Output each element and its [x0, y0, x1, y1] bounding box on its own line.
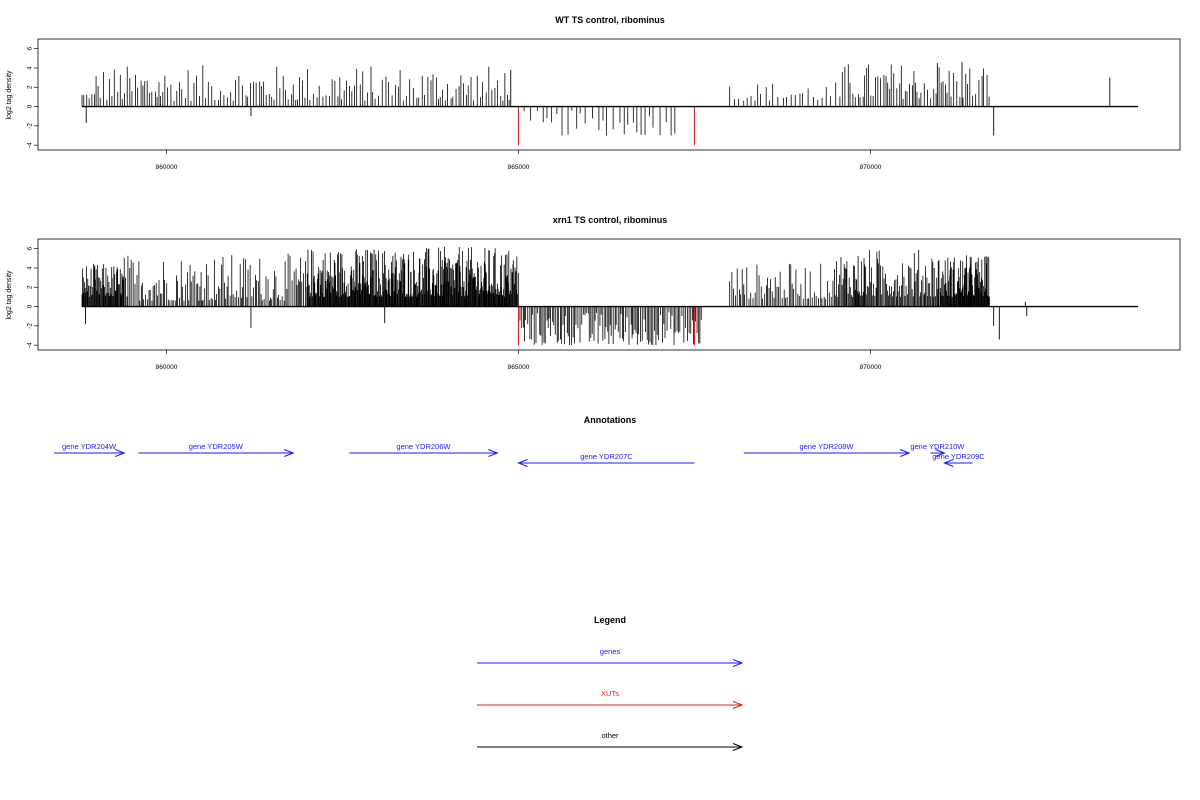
x-tick-label: 870000 [860, 164, 882, 171]
gene-arrowhead [284, 449, 295, 457]
y-tick-label: 6 [27, 246, 34, 250]
legend-items: genes XUTs other [477, 647, 744, 751]
x-tick-label: 865000 [508, 164, 530, 171]
y-tick-label: 0 [27, 104, 34, 108]
gene-annotation: gene YDR210W [910, 442, 965, 457]
annotations-title: Annotations [584, 415, 637, 425]
legend-item: other [477, 731, 744, 751]
x-tick-label: 860000 [156, 364, 178, 371]
x-tick-label: 865000 [508, 364, 530, 371]
legend-label: XUTs [601, 689, 619, 698]
gene-label: gene YDR210W [910, 442, 965, 451]
legend-item: XUTs [477, 689, 744, 709]
gene-label: gene YDR207C [580, 452, 633, 461]
gene-label: gene YDR209C [932, 452, 985, 461]
x-axis: 860000 865000 870000 [156, 350, 882, 371]
gene-arrowhead [900, 449, 911, 457]
gene-arrowhead [115, 449, 126, 457]
annotations-panel: Annotations gene YDR204W gene YDR205W gene… [53, 415, 985, 467]
legend: Legend genes XUTs other [477, 615, 744, 751]
y-tick-label: -4 [27, 342, 34, 348]
legend-item: genes [477, 647, 744, 667]
gene-annotation: gene YDR207C [517, 452, 695, 467]
gene-tracks: gene YDR204W gene YDR205W gene YDR206W gene… [53, 442, 985, 467]
gene-label: gene YDR205W [189, 442, 244, 451]
y-tick-label: 2 [27, 85, 34, 89]
signal-bars [81, 246, 1028, 346]
panel-title: xrn1 TS control, ribominus [553, 215, 668, 225]
legend-arrowhead [732, 743, 744, 751]
gene-annotation: gene YDR206W [349, 442, 499, 457]
gene-annotation: gene YDR209C [932, 452, 985, 467]
gene-annotation: gene YDR204W [53, 442, 126, 457]
legend-arrowhead [732, 659, 744, 667]
y-axis: -4 -2 0 2 4 6 [27, 246, 38, 348]
x-tick-label: 860000 [156, 164, 178, 171]
y-tick-label: 4 [27, 66, 34, 70]
legend-title: Legend [594, 615, 626, 625]
xrn1-signal-panel: xrn1 TS control, ribominus log2 tag dens… [6, 215, 1181, 371]
plot-frame [37, 38, 1181, 151]
xut-bars [517, 306, 696, 346]
gene-label: gene YDR206W [396, 442, 451, 451]
gene-arrowhead [943, 459, 954, 467]
legend-label: genes [600, 647, 621, 656]
gene-arrowhead [488, 449, 499, 457]
x-tick-label: 870000 [860, 364, 882, 371]
y-axis-label: log2 tag density [6, 70, 13, 120]
x-axis: 860000 865000 870000 [156, 150, 882, 171]
y-tick-label: 6 [27, 46, 34, 50]
y-tick-label: 0 [27, 304, 34, 308]
gene-label: gene YDR204W [62, 442, 117, 451]
y-tick-label: 4 [27, 266, 34, 270]
xut-bars [517, 106, 696, 146]
gene-arrowhead [517, 459, 528, 467]
panel-title: WT TS control, ribominus [555, 15, 665, 25]
signal-bars [81, 62, 1111, 136]
legend-arrowhead [732, 701, 744, 709]
plot-frame [37, 238, 1181, 351]
y-tick-label: 2 [27, 285, 34, 289]
gene-annotation: gene YDR205W [138, 442, 295, 457]
gene-label: gene YDR208W [799, 442, 854, 451]
wt-signal-panel: WT TS control, ribominus log2 tag densit… [6, 15, 1181, 171]
gene-annotation: gene YDR208W [743, 442, 911, 457]
y-axis-label: log2 tag density [6, 270, 13, 320]
y-tick-label: -2 [27, 123, 34, 129]
gene-arrowhead [935, 449, 946, 457]
legend-label: other [601, 731, 619, 740]
y-tick-label: -4 [27, 142, 34, 148]
y-axis: -4 -2 0 2 4 6 [27, 46, 38, 148]
y-tick-label: -2 [27, 323, 34, 329]
